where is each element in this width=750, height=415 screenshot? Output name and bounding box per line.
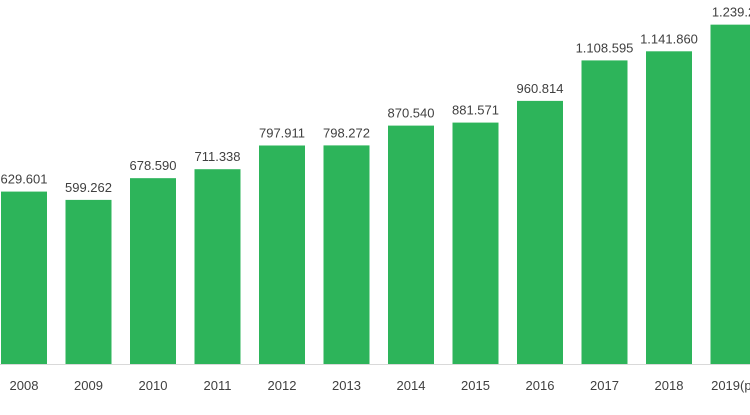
bar-2016 bbox=[517, 101, 563, 364]
bar-2018 bbox=[646, 51, 692, 364]
data-label-2008: 629.601 bbox=[1, 172, 48, 187]
bar-2009 bbox=[66, 200, 112, 364]
data-label-2013: 798.272 bbox=[323, 125, 370, 140]
data-label-2017: 1.108.595 bbox=[576, 40, 634, 55]
x-tick-label-2008: 2008 bbox=[10, 378, 39, 393]
x-tick-label-2013: 2013 bbox=[332, 378, 361, 393]
data-label-2014: 870.540 bbox=[388, 106, 435, 121]
x-tick-label-2009: 2009 bbox=[74, 378, 103, 393]
value-labels-layer: 629.601 599.262 678.590 711.338 797.911 798.2… bbox=[1, 5, 750, 195]
x-tick-label-2010: 2010 bbox=[139, 378, 168, 393]
bar-2019(p) bbox=[711, 25, 750, 364]
x-tick-label-2018: 2018 bbox=[655, 378, 684, 393]
tick-labels-layer: 2008 2009 2010 2011 2012 2013 2014 2015 2016 2017… bbox=[10, 378, 750, 393]
bars-layer bbox=[1, 25, 750, 364]
data-label-2018: 1.141.860 bbox=[640, 31, 698, 46]
x-tick-label-2014: 2014 bbox=[397, 378, 426, 393]
data-label-2009: 599.262 bbox=[65, 180, 112, 195]
bar-2014 bbox=[388, 126, 434, 364]
x-tick-label-2012: 2012 bbox=[268, 378, 297, 393]
data-label-2012: 797.911 bbox=[259, 125, 305, 140]
bar-2012 bbox=[259, 145, 305, 364]
x-tick-label-2015: 2015 bbox=[461, 378, 490, 393]
x-tick-label-2017: 2017 bbox=[590, 378, 619, 393]
data-label-2015: 881.571 bbox=[452, 103, 499, 118]
data-label-2019(p): 1.239.2 bbox=[712, 5, 750, 20]
bar-2015 bbox=[453, 123, 499, 364]
x-tick-label-2019(p): 2019(p) bbox=[711, 378, 750, 393]
data-label-2011: 711.338 bbox=[194, 149, 240, 164]
bar-2017 bbox=[582, 60, 628, 364]
x-tick-label-2011: 2011 bbox=[204, 378, 232, 393]
data-label-2016: 960.814 bbox=[517, 81, 564, 96]
bar-2008 bbox=[1, 192, 47, 364]
data-label-2010: 678.590 bbox=[130, 158, 177, 173]
x-tick-label-2016: 2016 bbox=[526, 378, 555, 393]
bar-2013 bbox=[324, 145, 370, 364]
bar-2011 bbox=[195, 169, 241, 364]
bar-2010 bbox=[130, 178, 176, 364]
